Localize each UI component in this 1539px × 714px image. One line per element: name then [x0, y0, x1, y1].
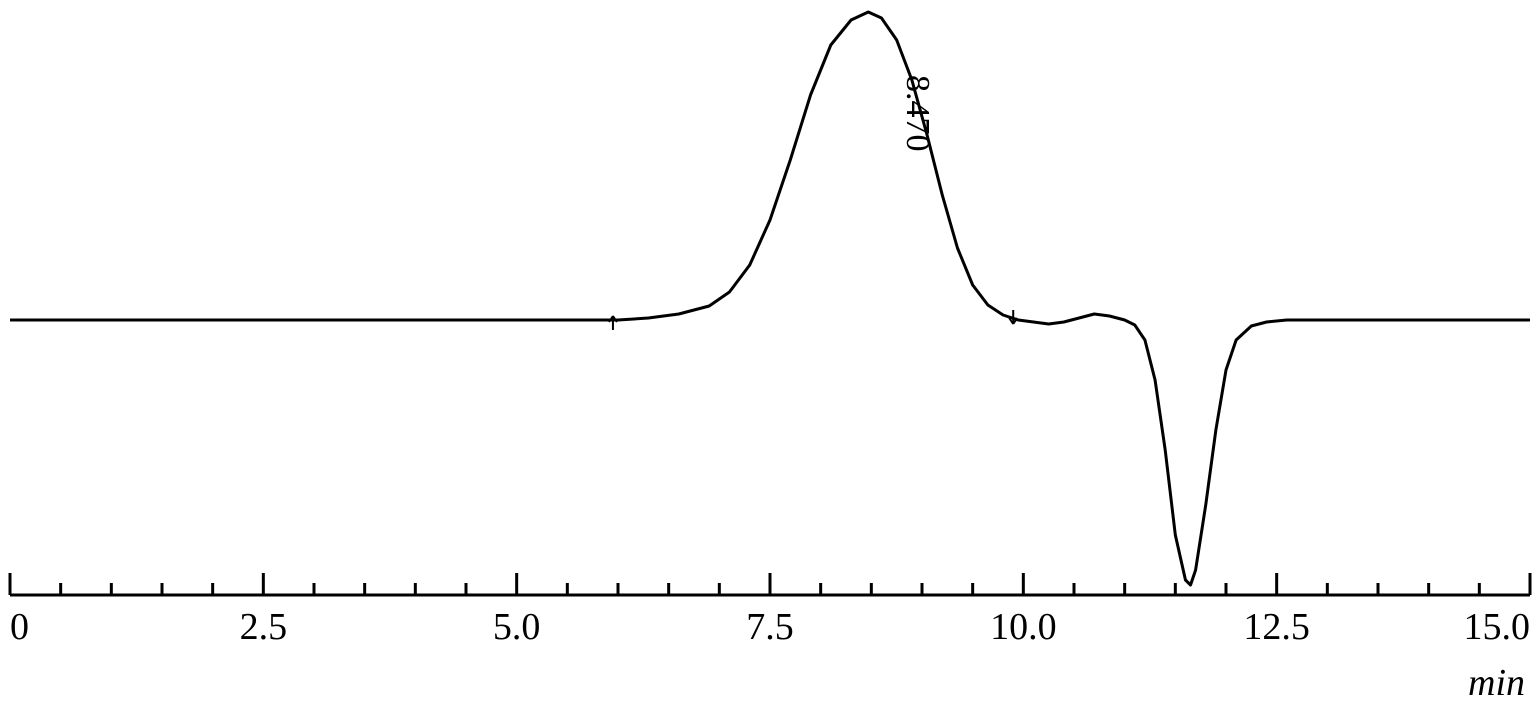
x-axis-label: min: [1468, 662, 1525, 704]
chromatogram-chart: 8.470 0 2.5 5.0 7.5 10.0 12.5 15.0 min: [0, 0, 1539, 709]
x-tick-label: 10.0: [990, 606, 1057, 648]
x-tick-label: 15.0: [1464, 606, 1531, 648]
x-tick-label: 0: [10, 606, 29, 648]
chromatogram-svg: 8.470 0 2.5 5.0 7.5 10.0 12.5 15.0 min: [0, 0, 1539, 709]
x-tick-label: 2.5: [240, 606, 288, 648]
chromatogram-trace: [10, 12, 1530, 585]
x-tick-label: 12.5: [1243, 606, 1310, 648]
x-tick-label: 5.0: [493, 606, 541, 648]
peak-label: 8.470: [899, 75, 936, 152]
x-tick-label: 7.5: [746, 606, 794, 648]
integration-start-marker: [609, 316, 617, 330]
